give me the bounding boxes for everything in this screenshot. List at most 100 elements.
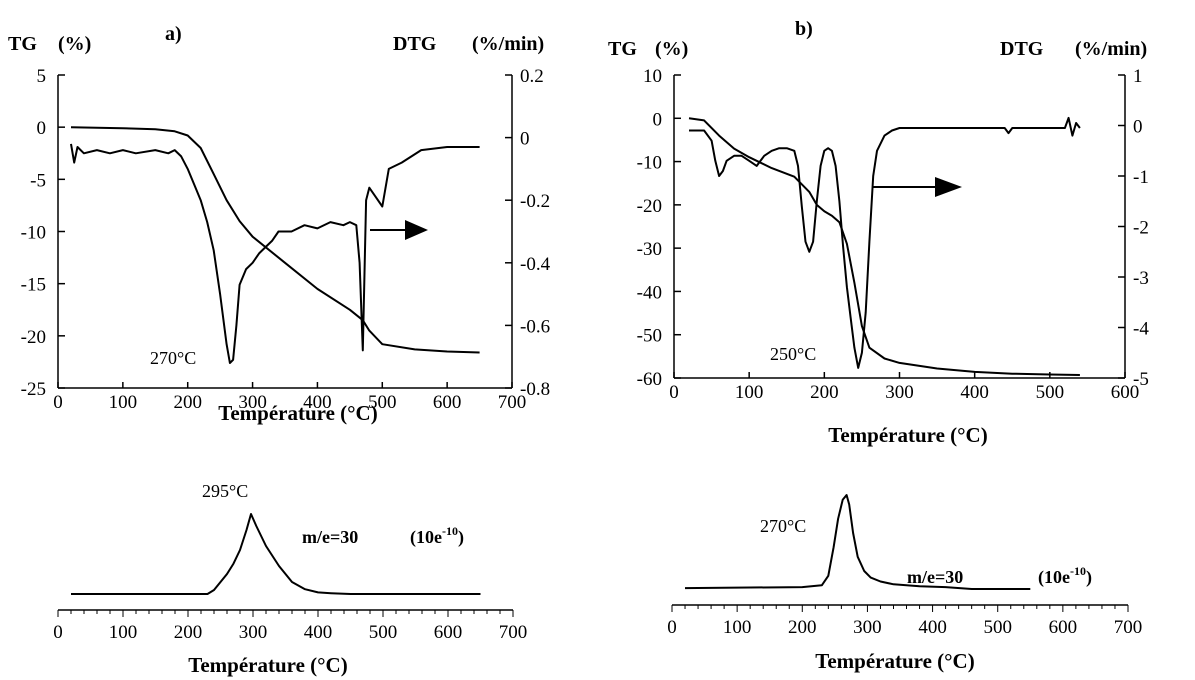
x-tick-label: 400 <box>918 617 947 638</box>
panel-a-letter: a) <box>165 23 182 45</box>
right-y-tick-label: -0.6 <box>520 316 550 337</box>
left-y-tick-label: -50 <box>637 326 662 347</box>
right-y-tick-label: -0.4 <box>520 254 551 275</box>
panel-b-tg-label: TG <box>608 38 637 60</box>
x-tick-label: 500 <box>983 617 1012 638</box>
panel-a-dtg-unit: (%/min) <box>472 33 544 55</box>
left-y-tick-label: 0 <box>653 109 663 130</box>
x-tick-label: 300 <box>853 617 882 638</box>
left-y-tick-label: 5 <box>37 66 47 87</box>
me-a-annotation: 295°C <box>202 481 248 501</box>
dtg-series-line <box>70 143 480 364</box>
me-b-xlabel: Température (°C) <box>815 649 974 673</box>
x-tick-label: 400 <box>303 392 332 413</box>
right-y-tick-label: 1 <box>1133 66 1143 87</box>
x-tick-label: 400 <box>304 622 333 643</box>
panel-b-letter: b) <box>795 18 813 40</box>
left-y-tick-label: 0 <box>37 118 47 139</box>
me-b-unit-base: (10e <box>1038 567 1070 588</box>
x-tick-label: 200 <box>788 617 817 638</box>
x-tick-label: 500 <box>1036 382 1065 403</box>
x-tick-label: 200 <box>174 622 203 643</box>
x-tick-label: 100 <box>723 617 752 638</box>
x-tick-label: 300 <box>238 392 267 413</box>
me-a-xlabel: Température (°C) <box>188 653 347 677</box>
x-tick-label: 200 <box>173 392 202 413</box>
panel-a-annotation: 270°C <box>150 348 196 368</box>
panel-a-xlabel: Température (°C) <box>218 401 377 425</box>
panel-a-plot: 0 100 200 300 400 500 600 700 5 0 -5 -10 -15 -20 -25 0.… <box>21 66 551 413</box>
left-y-tick-label: -10 <box>21 223 46 244</box>
tg-series-line <box>688 117 1080 376</box>
x-tick-label: 600 <box>434 622 463 643</box>
right-y-tick-label: 0 <box>1133 117 1143 138</box>
x-tick-label: 200 <box>810 382 839 403</box>
me-a-plot: 0 100 200 300 400 500 600 700 <box>53 513 528 643</box>
panel-b-header: TG (%) b) DTG (%/min) <box>608 18 1147 60</box>
panel-a-dtg-label: DTG <box>393 33 437 55</box>
panel-b-annotation: 250°C <box>770 344 816 364</box>
left-y-tick-label: -25 <box>21 379 46 400</box>
panel-b-arrow-head <box>935 177 962 197</box>
me-b-unit-exp: -10 <box>1070 564 1086 578</box>
left-y-tick-label: 10 <box>643 66 662 87</box>
x-tick-label: 0 <box>667 617 677 638</box>
x-tick-label: 500 <box>369 622 398 643</box>
x-tick-label: 600 <box>433 392 462 413</box>
me-b-unit: (10e-10) <box>1038 564 1092 588</box>
left-y-tick-label: -30 <box>637 239 662 260</box>
tg-series-line <box>70 126 480 354</box>
x-tick-label: 400 <box>960 382 989 403</box>
x-tick-label: 0 <box>53 392 63 413</box>
panel-a-arrow-head <box>405 220 428 240</box>
x-tick-label: 100 <box>735 382 764 403</box>
me-b-plot: 0 100 200 300 400 500 600 700 <box>667 494 1143 638</box>
x-tick-label: 700 <box>498 392 527 413</box>
me-series-line <box>684 494 1031 590</box>
right-y-tick-label: -0.2 <box>520 191 550 212</box>
x-tick-label: 300 <box>885 382 914 403</box>
left-y-tick-label: -5 <box>30 170 46 191</box>
left-y-tick-label: -20 <box>21 327 46 348</box>
x-tick-label: 0 <box>53 622 63 643</box>
right-y-tick-label: -4 <box>1133 319 1149 340</box>
x-tick-label: 600 <box>1111 382 1140 403</box>
right-y-tick-label: -3 <box>1133 268 1149 289</box>
right-y-tick-label: -0.8 <box>520 379 550 400</box>
panel-b-plot: 0 100 200 300 400 500 600100-10-20-30-40-50-60… <box>637 66 1150 403</box>
left-y-tick-label: -20 <box>637 196 662 217</box>
right-y-tick-label: -2 <box>1133 218 1149 239</box>
panel-b-dtg-label: DTG <box>1000 38 1044 60</box>
panel-b-dtg-unit: (%/min) <box>1075 38 1147 60</box>
dtg-series-line <box>689 116 1081 369</box>
left-y-tick-label: -10 <box>637 153 662 174</box>
left-y-tick-label: -40 <box>637 282 662 303</box>
left-y-tick-label: -60 <box>637 369 662 390</box>
x-tick-label: 0 <box>669 382 679 403</box>
x-tick-label: 700 <box>499 622 528 643</box>
me-a-label: m/e=30 <box>302 527 358 547</box>
x-tick-label: 300 <box>239 622 268 643</box>
me-a-unit-close: ) <box>458 527 464 548</box>
x-tick-label: 600 <box>1049 617 1078 638</box>
x-tick-label: 700 <box>1114 617 1143 638</box>
panel-b-tg-unit: (%) <box>655 38 688 60</box>
left-y-tick-label: -15 <box>21 275 46 296</box>
me-a-unit-exp: -10 <box>442 524 458 538</box>
right-y-tick-label: -1 <box>1133 167 1149 188</box>
me-series-line <box>71 513 481 595</box>
me-b-annotation: 270°C <box>760 516 806 536</box>
x-tick-label: 100 <box>109 392 138 413</box>
panel-a-tg-label: TG <box>8 33 37 55</box>
panel-a-header: TG (%) a) DTG (%/min) <box>8 23 544 55</box>
x-tick-label: 100 <box>109 622 138 643</box>
right-y-tick-label: -5 <box>1133 369 1149 390</box>
right-y-tick-label: 0 <box>520 129 530 150</box>
me-b-label: m/e=30 <box>907 567 963 587</box>
panel-b-xlabel: Température (°C) <box>828 423 987 447</box>
me-a-unit: (10e-10) <box>410 524 464 548</box>
right-y-tick-label: 0.2 <box>520 66 544 87</box>
me-b-unit-close: ) <box>1086 567 1092 588</box>
